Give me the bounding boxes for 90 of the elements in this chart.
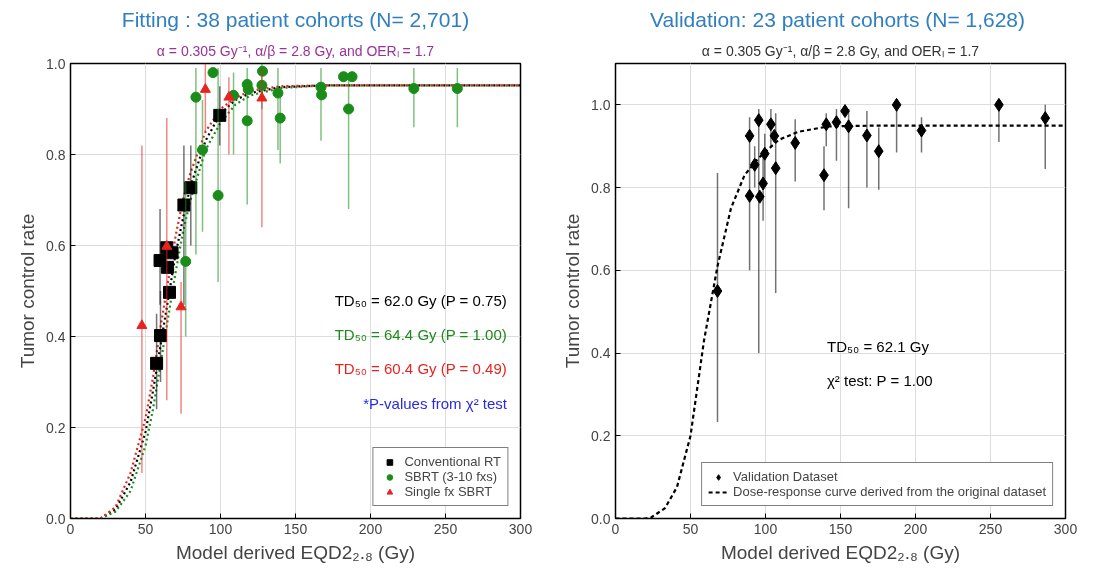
annotation: TD₅₀ = 64.4 Gy (P = 1.00) — [334, 326, 507, 344]
x-tick-label: 50 — [137, 520, 154, 537]
y-axis-title: Tumor control rate — [562, 213, 584, 369]
point — [197, 144, 208, 156]
legend-label: Single fx SBRT — [404, 484, 493, 499]
x-axis-title: Model derived EQD2₂.₈ (Gy) — [175, 541, 416, 563]
point — [831, 115, 842, 130]
point — [408, 83, 420, 95]
point — [199, 83, 211, 93]
chart-subtitle: α = 0.305 Gy⁻¹, α/β = 2.8 Gy, and OERₗ = 1.7 — [156, 42, 435, 59]
point — [744, 128, 755, 143]
point — [451, 83, 463, 95]
point — [343, 103, 355, 115]
x-tick-label: 300 — [508, 520, 533, 537]
y-tick-label: 0.2 — [591, 427, 611, 444]
x-tick-label: 250 — [978, 520, 1003, 537]
point — [272, 87, 284, 99]
point — [744, 188, 755, 203]
point — [316, 89, 328, 101]
x-tick-label: 0 — [611, 520, 620, 537]
point — [769, 128, 780, 143]
point — [712, 284, 723, 298]
x-tick-label: 150 — [283, 520, 308, 537]
y-tick-label: 0.8 — [46, 146, 66, 163]
point — [257, 65, 268, 77]
y-tick-label: 1.0 — [591, 96, 611, 113]
point — [213, 108, 227, 122]
point — [770, 161, 781, 176]
point — [821, 117, 832, 132]
annotation: χ² test: P = 1.00 — [827, 371, 933, 389]
point — [753, 113, 764, 128]
y-tick-label: 0.6 — [46, 237, 66, 254]
x-tick-label: 100 — [753, 520, 778, 537]
y-tick-label: 0.6 — [591, 262, 611, 279]
x-axis-title: Model derived EQD2₂.₈ (Gy) — [720, 541, 961, 563]
point — [346, 71, 358, 83]
chart-title: Validation: 23 patient cohorts (N= 1,628) — [650, 7, 1026, 31]
point — [256, 91, 268, 102]
annotation: *P-values from χ² test — [363, 394, 508, 412]
legend-label: SBRT (3-10 fxs) — [404, 469, 498, 484]
chart-title: Fitting : 38 patient cohorts (N= 2,701) — [121, 7, 470, 31]
point — [150, 356, 164, 370]
point — [190, 91, 202, 103]
point — [163, 285, 176, 299]
y-axis-title: Tumor control rate — [17, 213, 39, 369]
y-tick-label: 0.2 — [46, 419, 66, 436]
point — [256, 79, 268, 91]
y-tick-label: 0.4 — [591, 345, 611, 362]
point — [891, 97, 902, 112]
annotation: TD₅₀ = 60.4 Gy (P = 0.49) — [334, 360, 507, 378]
annotation: TD₅₀ = 62.0 Gy (P = 0.75) — [334, 292, 507, 310]
point — [154, 329, 167, 343]
legend-label: Dose-response curve derived from the original dataset — [733, 484, 1046, 499]
point — [241, 115, 253, 127]
point — [207, 67, 219, 79]
x-tick-label: 250 — [433, 520, 458, 537]
annotation: TD₅₀ = 62.1 Gy — [827, 337, 930, 355]
y-tick-label: 0.4 — [46, 328, 66, 345]
legend-label: Validation Dataset — [733, 469, 838, 484]
y-tick-label: 0.8 — [591, 179, 611, 196]
x-tick-label: 300 — [1053, 520, 1078, 537]
x-tick-label: 200 — [358, 520, 383, 537]
point — [175, 300, 187, 311]
point — [749, 157, 760, 172]
y-tick-label: 0.0 — [46, 510, 66, 527]
x-tick-label: 200 — [903, 520, 928, 537]
point — [790, 135, 801, 150]
point — [184, 181, 198, 195]
point — [180, 255, 192, 267]
point — [161, 240, 173, 250]
x-tick-label: 50 — [682, 520, 699, 537]
legend-label: Conventional RT — [404, 454, 501, 469]
y-tick-label: 0.0 — [591, 510, 611, 527]
x-tick-label: 150 — [828, 520, 853, 537]
point — [754, 189, 765, 204]
point — [274, 112, 286, 124]
point — [916, 123, 927, 138]
point — [160, 260, 174, 274]
point — [177, 198, 191, 212]
x-tick-label: 100 — [208, 520, 233, 537]
point — [843, 119, 854, 134]
y-tick-label: 1.0 — [46, 55, 66, 72]
point — [759, 146, 770, 161]
chart-subtitle: α = 0.305 Gy⁻¹, α/β = 2.8 Gy, and OERₗ = 1.7 — [701, 42, 980, 59]
point — [223, 90, 235, 101]
point — [1040, 111, 1051, 126]
x-tick-label: 0 — [66, 520, 75, 537]
point — [136, 319, 148, 329]
point — [212, 189, 224, 201]
point — [873, 144, 884, 159]
